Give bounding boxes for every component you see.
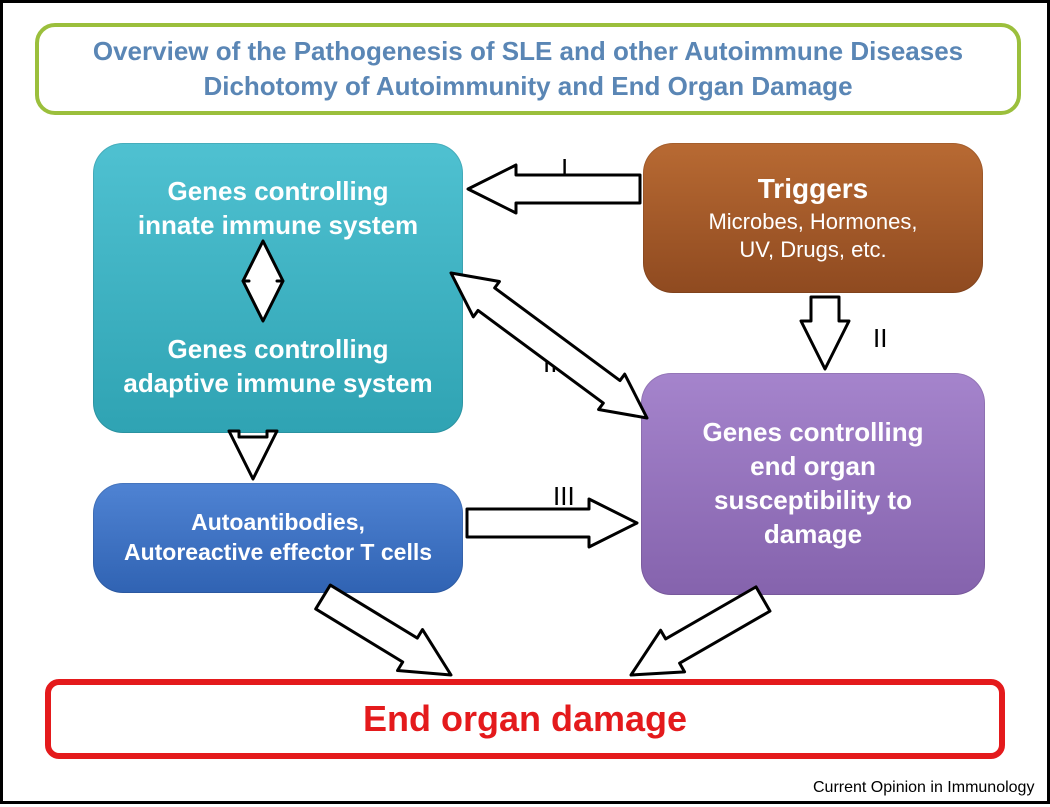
title-line1: Overview of the Pathogenesis of SLE and … <box>39 34 1017 69</box>
figure-caption: Current Opinion in Immunology <box>813 779 1034 797</box>
node-genes-immune: Genes controlling innate immune system G… <box>93 143 463 433</box>
title-box: Overview of the Pathogenesis of SLE and … <box>35 23 1021 115</box>
end-organ-damage-text: End organ damage <box>363 698 687 740</box>
triggers-title: Triggers <box>758 171 868 207</box>
genes-innate-text: Genes controlling innate immune system <box>138 175 418 243</box>
node-end-organ-genes: Genes controlling end organ susceptibili… <box>641 373 985 595</box>
label-III-horiz: III <box>553 481 575 512</box>
label-III-diag: III <box>543 348 565 379</box>
node-autoantibodies: Autoantibodies, Autoreactive effector T … <box>93 483 463 593</box>
end-organ-genes-text: Genes controlling end organ susceptibili… <box>702 416 923 551</box>
node-triggers: Triggers Microbes, Hormones, UV, Drugs, … <box>643 143 983 293</box>
end-organ-damage-box: End organ damage <box>45 679 1005 759</box>
label-I: I <box>561 153 568 184</box>
autoantibodies-text: Autoantibodies, Autoreactive effector T … <box>124 508 432 568</box>
genes-adaptive-text: Genes controlling adaptive immune system <box>123 333 432 401</box>
title-line2: Dichotomy of Autoimmunity and End Organ … <box>39 69 1017 104</box>
label-II: II <box>873 323 887 354</box>
triggers-subtitle: Microbes, Hormones, UV, Drugs, etc. <box>708 208 917 265</box>
